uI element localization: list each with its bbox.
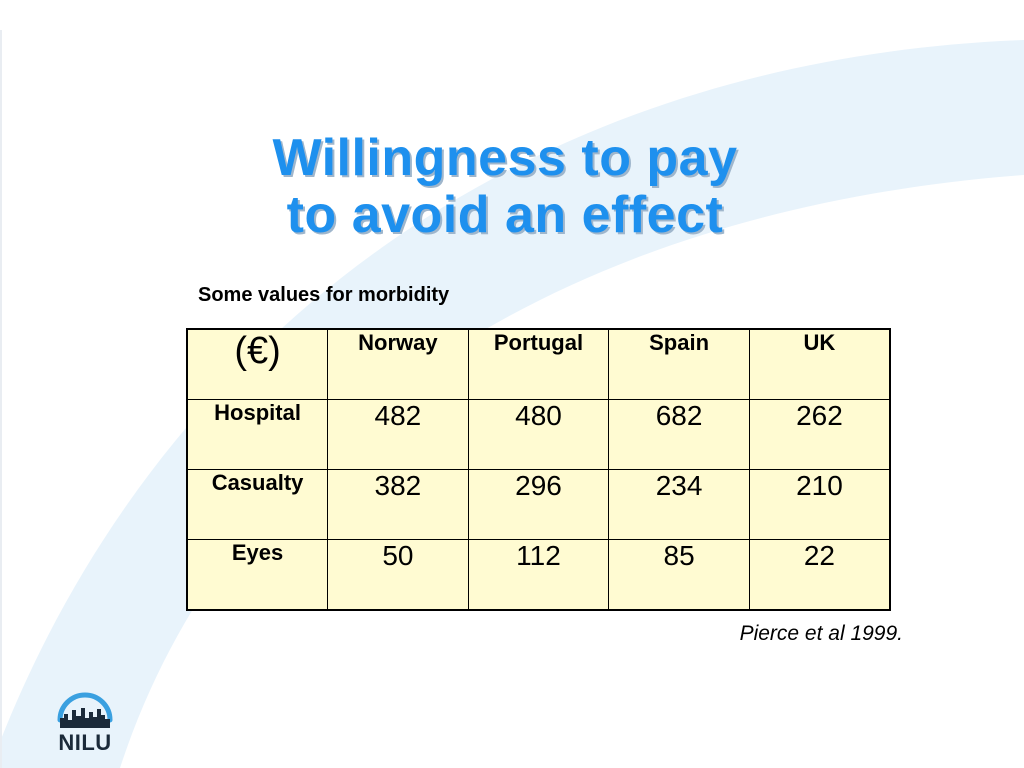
title-line-1: Willingness to pay [272,129,738,187]
table-row: Casualty 382 296 234 210 [186,468,891,541]
table-cell: 482 [327,398,469,471]
column-header-spain: Spain [608,328,750,400]
table-cell: 210 [748,468,891,541]
currency-header: (€) [186,328,329,400]
table-cell: 382 [327,468,469,541]
table-cell: 85 [608,539,750,611]
table-cell: 22 [748,539,891,611]
table-cell: 480 [467,398,610,471]
wtp-table: (€) Norway Portugal Spain UK Hospital 48… [186,328,891,611]
table-cell: 112 [467,539,610,611]
table-cell: 262 [748,398,891,471]
row-header-casualty: Casualty [186,468,329,541]
column-header-norway: Norway [327,328,469,400]
city-skyline-arc-icon [57,692,113,728]
table-cell: 682 [608,398,750,471]
column-header-portugal: Portugal [467,328,610,400]
column-header-uk: UK [748,328,891,400]
left-edge-line [0,30,2,768]
slide-title: Willingness to pay to avoid an effect [160,130,850,244]
table-caption: Some values for morbidity [198,284,450,306]
table-cell: 50 [327,539,469,611]
title-line-2: to avoid an effect [286,186,724,244]
row-header-hospital: Hospital [186,398,329,471]
table-row: Hospital 482 480 682 262 [186,398,891,471]
table-cell: 296 [467,468,610,541]
logo-wordmark: NILU [58,730,112,755]
table-row: Eyes 50 112 85 22 [186,539,891,611]
table-cell: 234 [608,468,750,541]
citation: Pierce et al 1999. [739,622,903,645]
table-header-row: (€) Norway Portugal Spain UK [186,328,891,400]
row-header-eyes: Eyes [186,539,329,611]
nilu-logo: NILU [54,684,116,756]
